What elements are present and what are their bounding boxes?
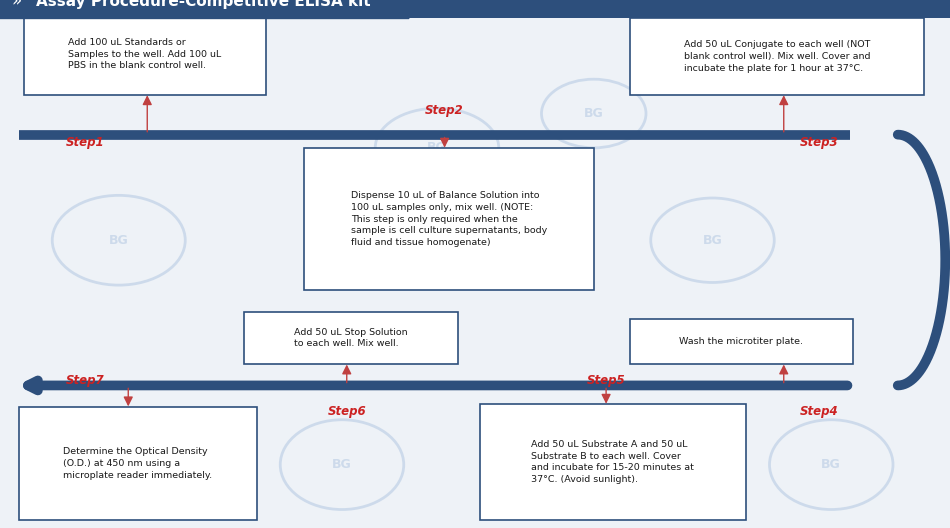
Text: Step3: Step3 — [800, 136, 838, 149]
Text: BG: BG — [584, 107, 603, 120]
FancyBboxPatch shape — [630, 18, 924, 95]
Text: BG: BG — [822, 458, 841, 471]
Text: Add 50 uL Conjugate to each well (NOT
blank control well). Mix well. Cover and
i: Add 50 uL Conjugate to each well (NOT bl… — [684, 41, 870, 73]
Text: Add 100 uL Standards or
Samples to the well. Add 100 uL
PBS in the blank control: Add 100 uL Standards or Samples to the w… — [68, 38, 221, 70]
FancyBboxPatch shape — [304, 148, 594, 290]
Text: Step5: Step5 — [587, 374, 625, 386]
Text: BG: BG — [109, 234, 128, 247]
Text: BG: BG — [703, 234, 722, 247]
FancyBboxPatch shape — [244, 312, 458, 364]
Text: Step6: Step6 — [328, 406, 366, 418]
Text: Add 50 uL Substrate A and 50 uL
Substrate B to each well. Cover
and incubate for: Add 50 uL Substrate A and 50 uL Substrat… — [531, 440, 694, 484]
FancyBboxPatch shape — [0, 0, 950, 18]
Text: Step1: Step1 — [66, 136, 104, 149]
Text: BG: BG — [332, 458, 352, 471]
Text: Assay Procedure-Competitive ELISA kit: Assay Procedure-Competitive ELISA kit — [36, 0, 371, 9]
Text: Step4: Step4 — [800, 406, 838, 418]
Text: Determine the Optical Density
(O.D.) at 450 nm using a
microplate reader immedia: Determine the Optical Density (O.D.) at … — [64, 447, 212, 479]
Text: Dispense 10 uL of Balance Solution into
100 uL samples only, mix well. (NOTE:
Th: Dispense 10 uL of Balance Solution into … — [351, 191, 547, 247]
Text: »: » — [11, 0, 22, 11]
FancyBboxPatch shape — [630, 319, 853, 364]
FancyBboxPatch shape — [24, 13, 266, 95]
Polygon shape — [0, 0, 423, 18]
FancyBboxPatch shape — [480, 404, 746, 520]
Text: Wash the microtiter plate.: Wash the microtiter plate. — [679, 337, 804, 346]
Text: Step7: Step7 — [66, 374, 104, 386]
Text: BG: BG — [584, 458, 603, 471]
FancyBboxPatch shape — [19, 407, 256, 520]
Text: BG: BG — [428, 142, 446, 154]
Text: Add 50 uL Stop Solution
to each well. Mix well.: Add 50 uL Stop Solution to each well. Mi… — [294, 327, 408, 348]
Text: Step2: Step2 — [426, 105, 464, 117]
